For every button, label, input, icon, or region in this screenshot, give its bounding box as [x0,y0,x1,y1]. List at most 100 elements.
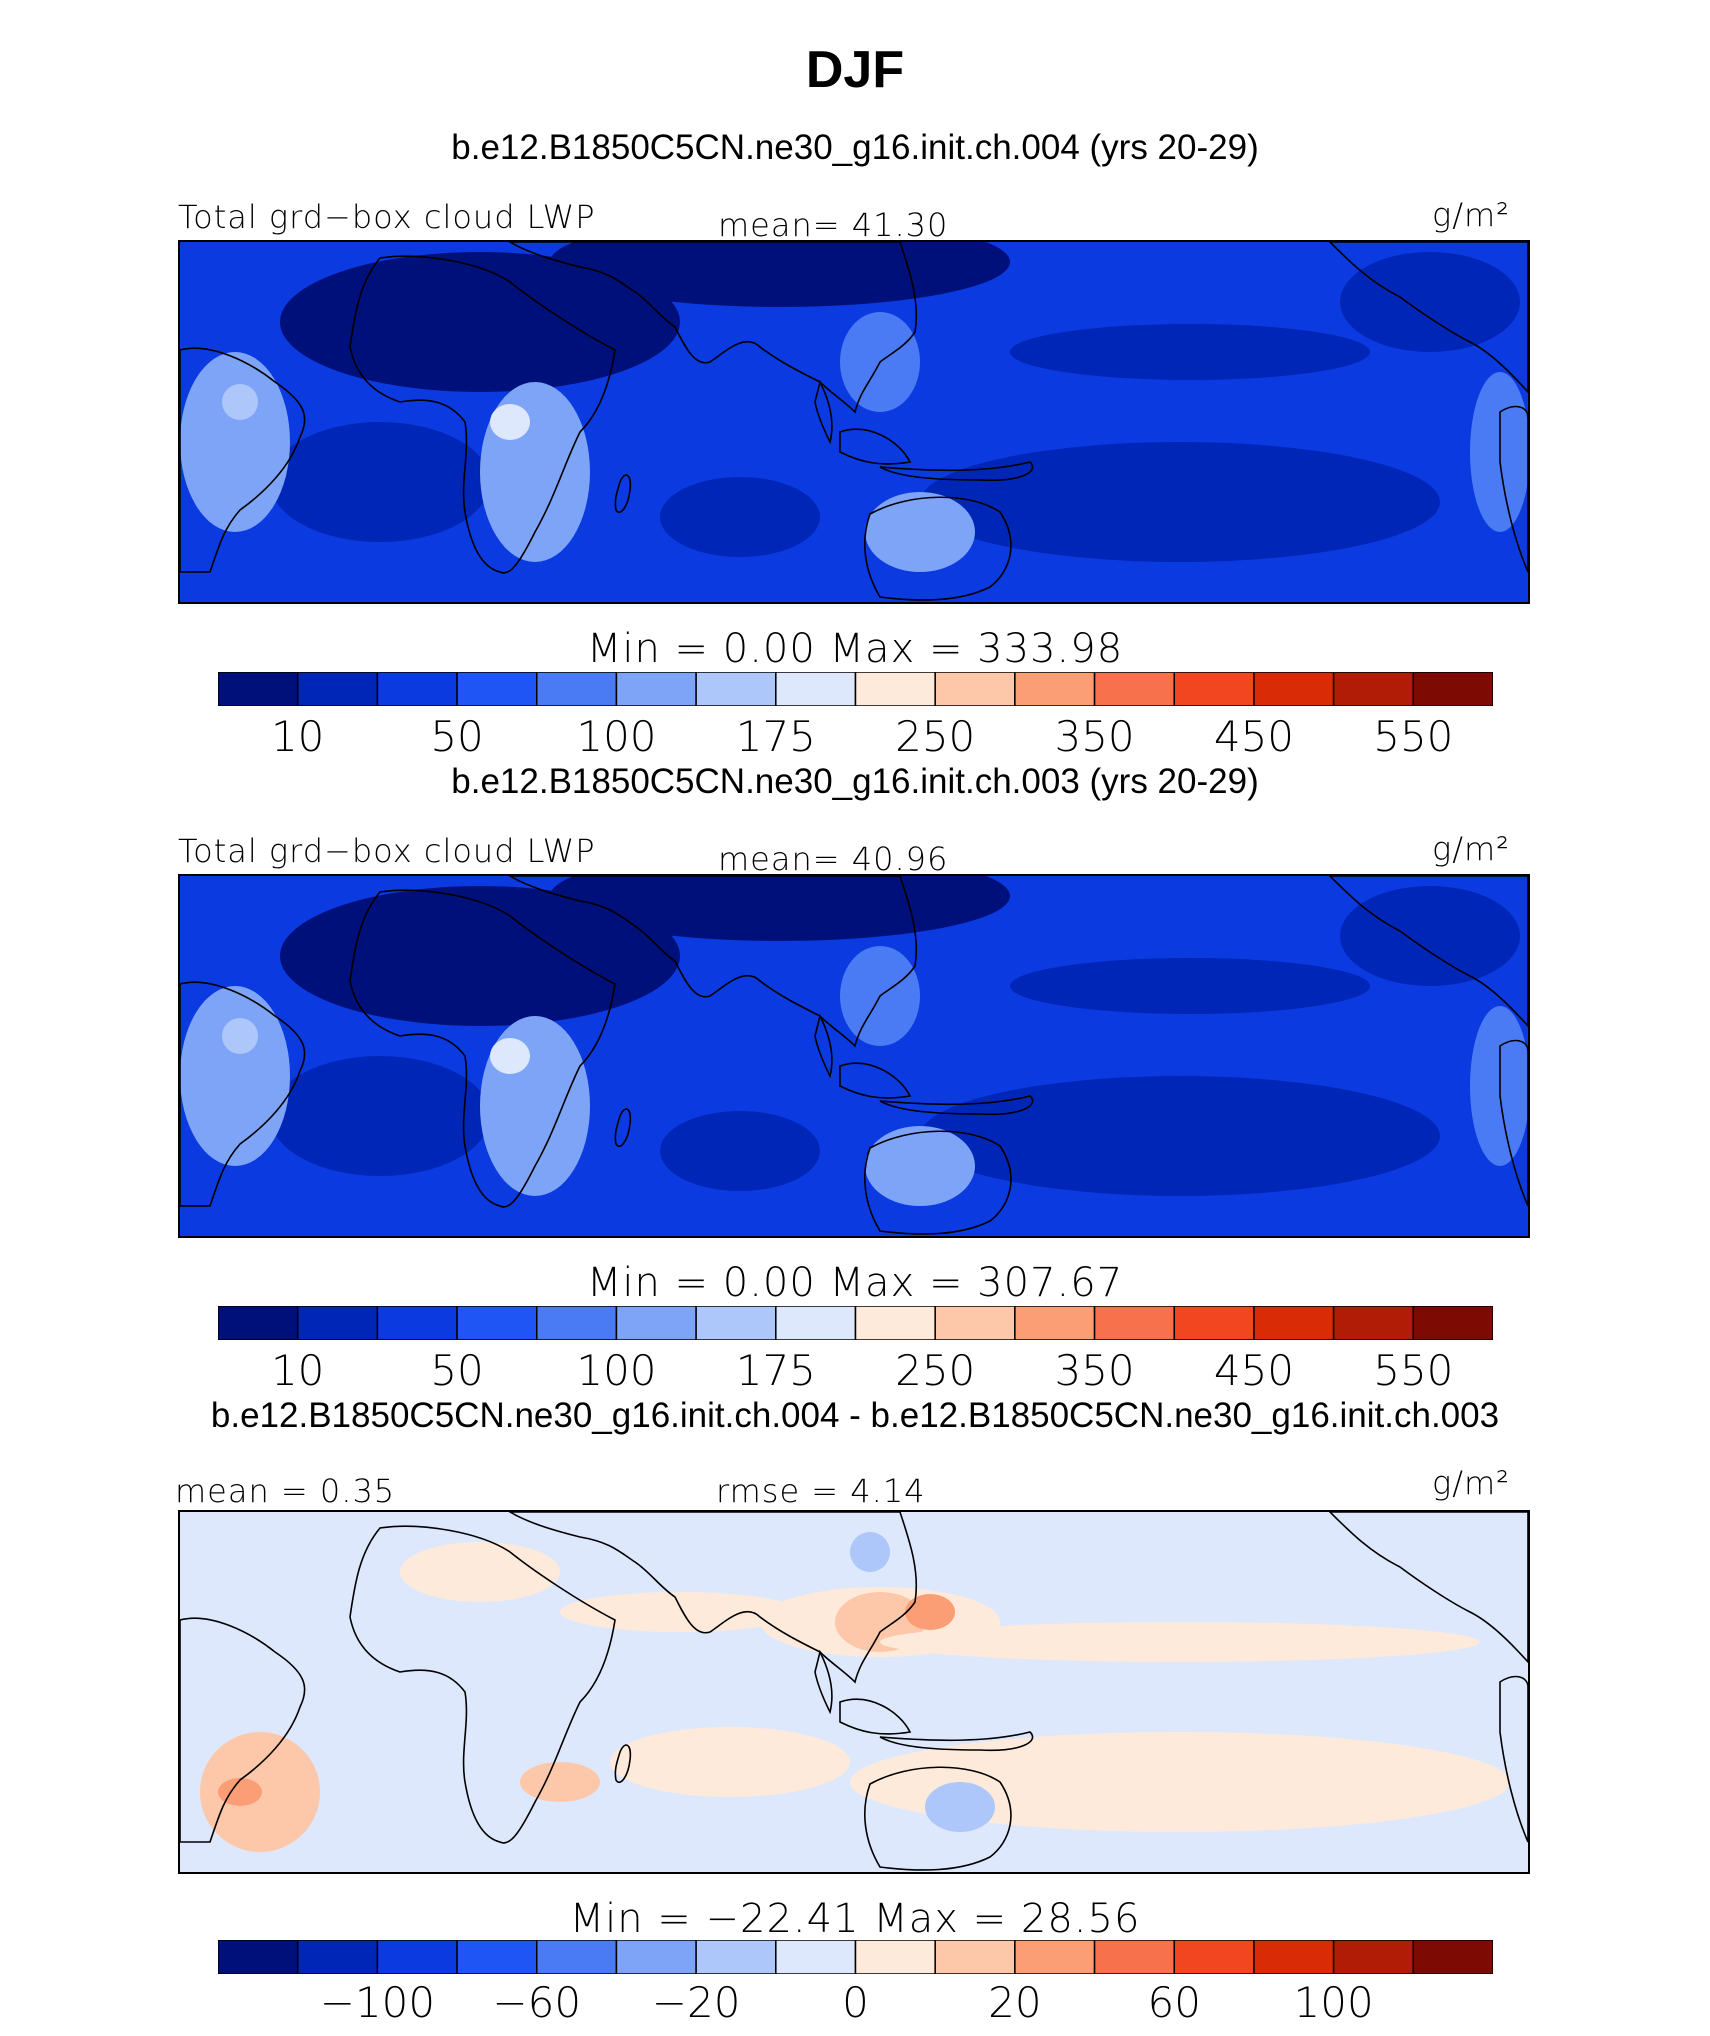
contour-region [222,1018,258,1054]
colorbar-swatch [536,672,618,706]
contour-region [920,1076,1440,1196]
colorbar-swatch [1253,1306,1335,1340]
continent-outline [814,1013,833,1079]
colorbar-swatch [296,1306,379,1340]
figure-title: DJF [805,41,905,99]
colorbar-tick-label: 10 [270,712,325,761]
continent-outline [614,1108,632,1148]
colorbar-swatch [934,672,1016,706]
colorbar-swatch [536,1940,618,1974]
contour-region [1470,372,1528,532]
colorbar-tick-label: 350 [1054,1346,1135,1395]
contour-region [850,1532,890,1572]
continent-outline [1499,1675,1528,1843]
continent-outline [349,255,616,574]
colorbar-tick-label: 175 [735,712,816,761]
panel-1-map [178,240,1530,604]
continent-outline [839,1698,912,1735]
panel-3-case-title: b.e12.B1850C5CN.ne30_g16.init.ch.004 - b… [210,1396,1500,1435]
colorbar-tick-label: 0 [842,1978,869,2027]
panel-2-units-label: g/m² [1432,830,1510,868]
colorbar-swatch [1014,1306,1096,1340]
contour-region [920,442,1440,562]
contour-region [1470,1006,1528,1166]
contour-region [865,1126,975,1206]
continent-outline [1499,405,1528,573]
contour-region [180,352,290,532]
colorbar-swatch [218,1306,299,1340]
continent-outline [839,1062,912,1099]
contour-region [550,876,1010,941]
colorbar-swatch [775,1940,857,1974]
colorbar-swatch [376,672,458,706]
contour-region [520,1762,600,1802]
contour-region [1010,958,1370,1014]
colorbar-swatch [376,1940,458,1974]
continent-outline [864,1130,1012,1235]
colorbar-swatch [695,1306,777,1340]
contour-region [1340,252,1520,352]
continent-outline [508,876,918,1048]
continent-outline [508,1512,918,1684]
colorbar-swatch [615,672,697,706]
colorbar-tick-label: 550 [1373,712,1454,761]
colorbar-tick-label: −60 [492,1978,582,2027]
panel-3-map [178,1510,1530,1874]
colorbar-tick-label: −100 [319,1978,436,2027]
colorbar-tick-label: −20 [651,1978,741,2027]
colorbar-swatch [1173,1940,1255,1974]
contour-region [490,404,530,440]
panel-2-case-title: b.e12.B1850C5CN.ne30_g16.init.ch.003 (yr… [451,762,1259,801]
continent-outline [180,981,306,1207]
colorbar-swatch [775,1306,857,1340]
panel-1-minmax-label: Min = 0.00 Max = 333.98 [586,626,1124,672]
colorbar-tick-label: 450 [1213,1346,1295,1395]
continent-outline [614,1744,632,1784]
panel-1-mean-label: mean= 41.30 [718,206,949,244]
contour-region [660,1111,820,1191]
colorbar-swatch [615,1306,697,1340]
panel-1-colorbar [218,672,1493,706]
continent-outline [180,347,306,573]
continent-outline [349,1525,616,1844]
contour-region [865,492,975,572]
colorbar-swatch [934,1940,1016,1974]
contour-region [550,242,1010,307]
colorbar-tick-label: 250 [895,712,976,761]
contour-region [280,886,680,1026]
contour-region [850,1732,1510,1832]
colorbar-swatch [218,672,299,706]
contour-region [280,252,680,392]
colorbar-swatch [1173,672,1255,706]
continent-outline [1328,1512,1528,1664]
colorbar-tick-label: 50 [430,712,484,761]
colorbar-tick-label: 175 [735,1346,816,1395]
colorbar-tick-label: 100 [576,1346,657,1395]
colorbar-swatch [1014,672,1096,706]
contour-region [1010,324,1370,380]
contour-region [218,1778,262,1806]
continent-outline [614,474,632,514]
colorbar-swatch [1332,672,1415,706]
panel-2-map [178,874,1530,1238]
colorbar-swatch [695,672,777,706]
colorbar-swatch [456,1940,538,1974]
continent-outline [864,1766,1012,1871]
panel-2-variable-label: Total grd−box cloud LWP [178,832,596,870]
panel-2-colorbar [218,1306,1493,1340]
colorbar-tick-label: 250 [895,1346,976,1395]
contour-region [925,1782,995,1832]
colorbar-swatch [376,1306,458,1340]
colorbar-tick-label: 350 [1054,712,1135,761]
colorbar-swatch [1412,672,1493,706]
colorbar-tick-label: 450 [1213,712,1295,761]
colorbar-swatch [456,672,538,706]
contour-region [180,986,290,1166]
continent-outline [1328,876,1528,1028]
continent-outline [879,1095,1034,1116]
colorbar-tick-label: 100 [576,712,657,761]
colorbar-tick-label: 20 [988,1978,1042,2027]
contour-region [270,422,490,542]
continent-outline [508,242,918,414]
panel-3-units-label: g/m² [1432,1464,1510,1502]
